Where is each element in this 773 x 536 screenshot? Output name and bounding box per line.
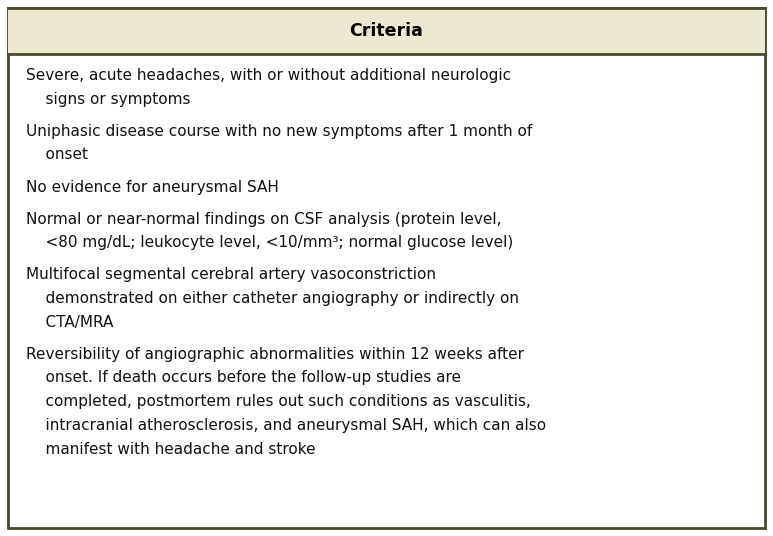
Text: intracranial atherosclerosis, and aneurysmal SAH, which can also: intracranial atherosclerosis, and aneury… [26,418,547,433]
Text: Normal or near-normal findings on CSF analysis (protein level,: Normal or near-normal findings on CSF an… [26,212,502,227]
Text: No evidence for aneurysmal SAH: No evidence for aneurysmal SAH [26,180,279,195]
Text: CTA/MRA: CTA/MRA [26,315,114,330]
Text: completed, postmortem rules out such conditions as vasculitis,: completed, postmortem rules out such con… [26,394,531,409]
Text: onset: onset [26,147,88,162]
Text: Uniphasic disease course with no new symptoms after 1 month of: Uniphasic disease course with no new sym… [26,124,533,139]
Text: Reversibility of angiographic abnormalities within 12 weeks after: Reversibility of angiographic abnormalit… [26,347,524,362]
Text: signs or symptoms: signs or symptoms [26,92,190,107]
Text: Severe, acute headaches, with or without additional neurologic: Severe, acute headaches, with or without… [26,68,511,83]
Bar [8,8,765,54]
Text: demonstrated on either catheter angiography or indirectly on: demonstrated on either catheter angiogra… [26,291,519,306]
Text: onset. If death occurs before the follow-up studies are: onset. If death occurs before the follow… [26,370,461,385]
Text: manifest with headache and stroke: manifest with headache and stroke [26,442,315,457]
Text: Multifocal segmental cerebral artery vasoconstriction: Multifocal segmental cerebral artery vas… [26,267,436,282]
Text: <80 mg/dL; leukocyte level, <10/mm³; normal glucose level): <80 mg/dL; leukocyte level, <10/mm³; nor… [26,235,513,250]
Text: Criteria: Criteria [349,22,424,40]
